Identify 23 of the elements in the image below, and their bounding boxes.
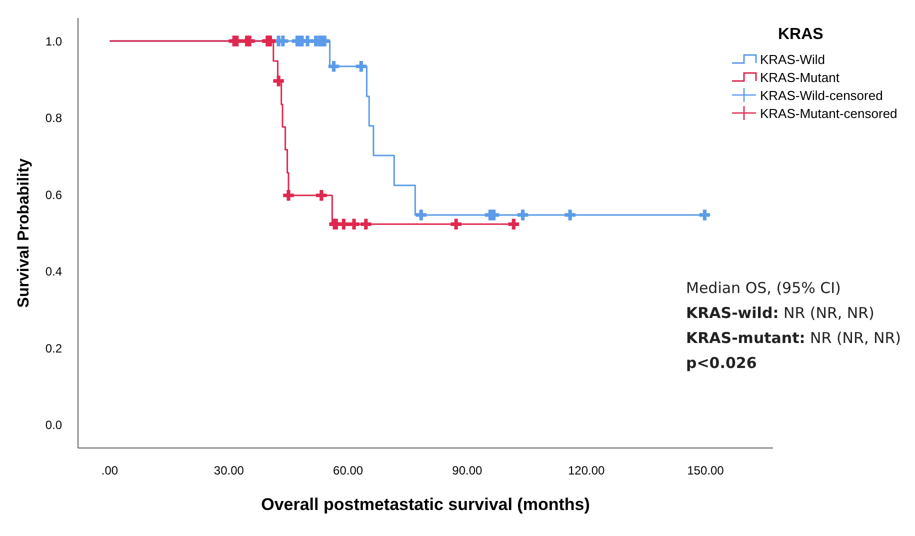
annotation: KRAS-wild: NR (NR, NR) bbox=[686, 303, 876, 324]
x-tick-label: 150.00 bbox=[687, 464, 724, 478]
annotation: Median OS, (95% CI) bbox=[686, 278, 842, 299]
y-tick-label: 0.4 bbox=[45, 264, 62, 279]
y-tick-label: 0.0 bbox=[45, 418, 62, 432]
y-axis-title: Survival Probability bbox=[16, 158, 33, 308]
legend-label: KRAS-Mutant-censored bbox=[760, 106, 898, 120]
legend-title: KRAS bbox=[778, 26, 824, 44]
legend-label: KRAS-Mutant bbox=[760, 70, 840, 84]
legend-label: KRAS-Wild-censored bbox=[760, 88, 883, 102]
y-tick-label: 0.8 bbox=[45, 111, 62, 126]
x-tick-label: 60.00 bbox=[333, 464, 364, 478]
annotation: p<0.026 bbox=[686, 353, 758, 374]
x-tick-label: 120.00 bbox=[568, 464, 606, 478]
y-tick-label: 0.6 bbox=[45, 188, 62, 202]
x-tick-label: 90.00 bbox=[452, 464, 483, 478]
x-tick-label: .00 bbox=[101, 464, 118, 478]
x-axis-title: Overall postmetastatic survival (months) bbox=[261, 495, 590, 514]
annotation: KRAS-mutant: NR (NR, NR) bbox=[686, 328, 901, 349]
y-tick-label: 1.0 bbox=[45, 34, 62, 48]
y-tick-label: 0.2 bbox=[45, 341, 62, 356]
x-tick-label: 30.00 bbox=[214, 464, 244, 478]
legend-label: KRAS-Wild bbox=[760, 52, 826, 66]
